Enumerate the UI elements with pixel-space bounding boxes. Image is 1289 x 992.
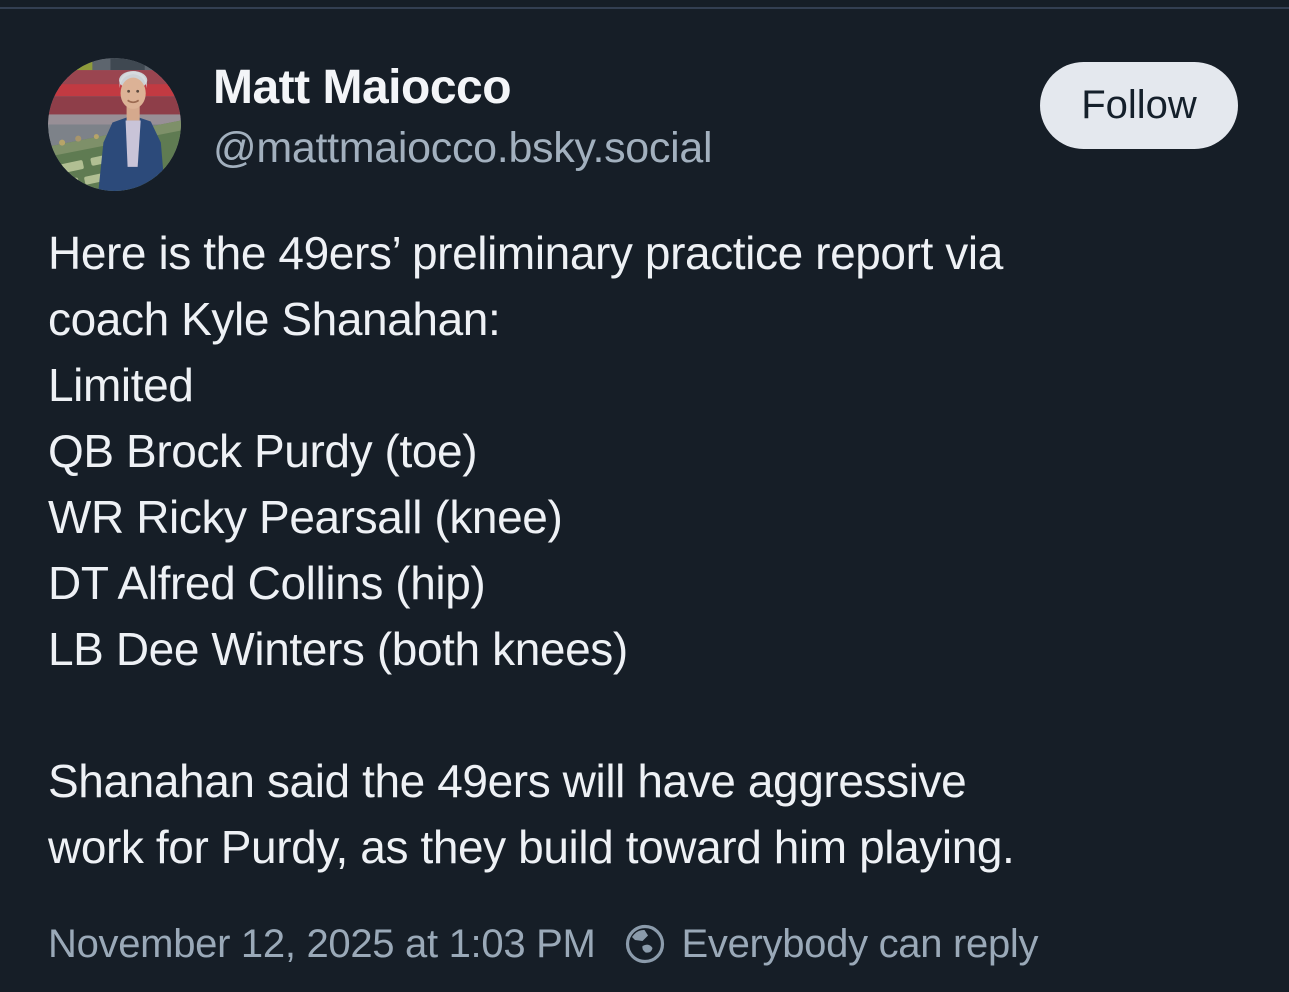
post-text: Here is the 49ers’ preliminary practice … <box>48 227 1015 873</box>
avatar-image <box>48 58 181 191</box>
post-meta: November 12, 2025 at 1:03 PM Everybody c… <box>48 916 1038 972</box>
post-divider <box>0 7 1289 9</box>
author-handle[interactable]: @mattmaiocco.bsky.social <box>213 124 713 172</box>
reply-setting-label: Everybody can reply <box>681 921 1039 966</box>
follow-button[interactable]: Follow <box>1040 62 1238 149</box>
avatar[interactable] <box>48 58 181 191</box>
post-timestamp[interactable]: November 12, 2025 at 1:03 PM <box>48 921 596 966</box>
author-info: Matt Maiocco @mattmaiocco.bsky.social <box>213 60 713 174</box>
author-display-name[interactable]: Matt Maiocco <box>213 61 512 114</box>
post-header: Matt Maiocco @mattmaiocco.bsky.social Fo… <box>48 58 1238 198</box>
globe-icon <box>623 922 667 966</box>
